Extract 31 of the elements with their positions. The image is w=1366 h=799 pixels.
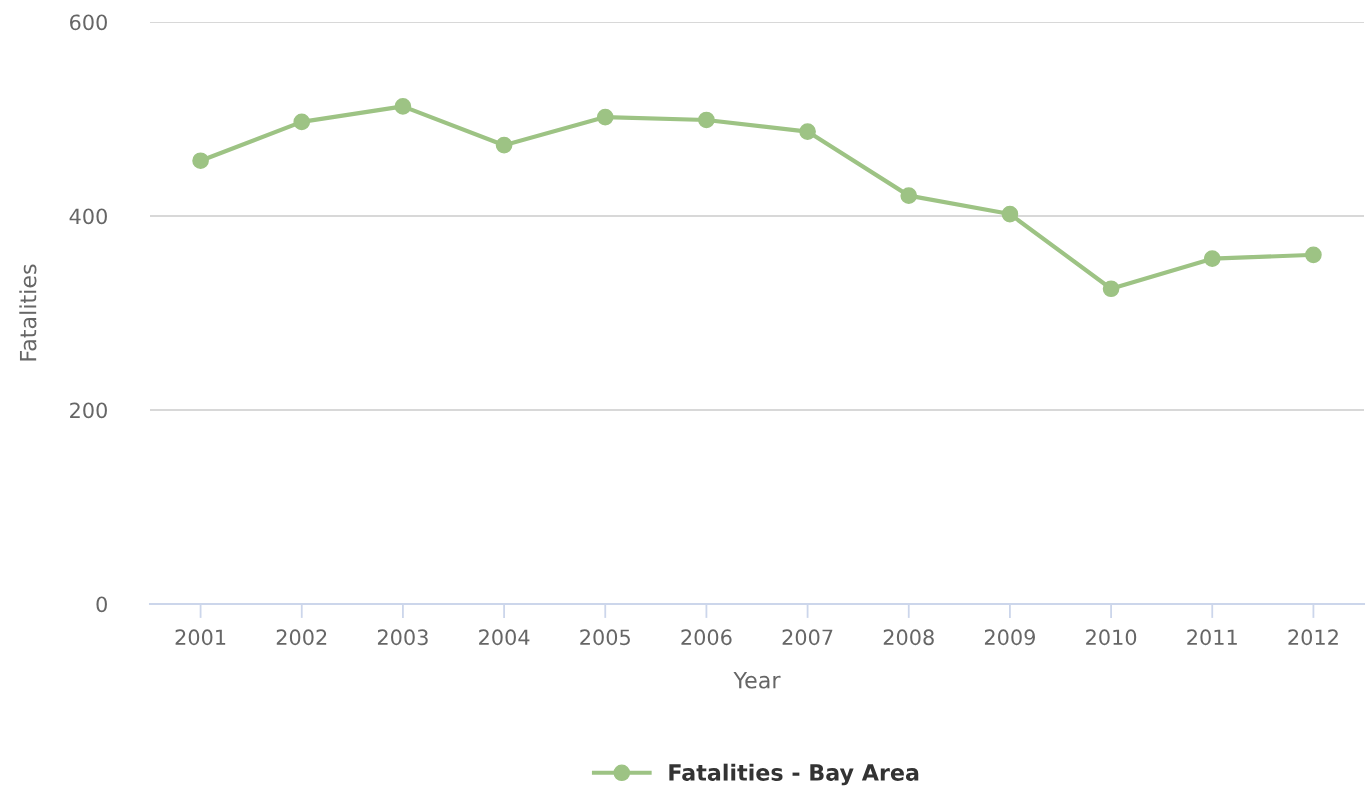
point	[799, 123, 816, 140]
point	[900, 187, 918, 204]
x-tick-label: 2010	[1086, 629, 1137, 646]
point	[1102, 280, 1120, 298]
y-tick-label: 0	[96, 596, 107, 613]
y-tick-label: 600	[70, 14, 107, 31]
x-tick-label: 2011	[1187, 629, 1237, 646]
point	[596, 108, 614, 126]
x-tick-label: 2012	[1288, 629, 1338, 646]
x-tick-label: 2008	[883, 629, 934, 646]
point	[394, 98, 412, 115]
point	[1203, 250, 1221, 268]
x-tick-label: 2005	[580, 629, 630, 646]
y-axis-title: Fatalities	[19, 264, 37, 361]
point	[495, 136, 513, 154]
x-tick-label: 2003	[377, 629, 428, 646]
x-tick-label: 2006	[681, 629, 732, 646]
y-tick-label: 400	[69, 208, 107, 225]
point	[1001, 205, 1019, 223]
x-axis-title: Year	[733, 672, 781, 689]
point	[293, 113, 311, 131]
x-tick-label: 2007	[782, 629, 833, 646]
x-tick-label: 2001	[175, 629, 226, 646]
point	[192, 152, 209, 170]
x-tick-label: 2009	[984, 629, 1035, 646]
point	[698, 111, 715, 129]
point	[1305, 246, 1322, 264]
legend-label: Fatalities - Bay Area	[669, 763, 919, 786]
x-tick-label: 2004	[479, 629, 530, 646]
y-tick-label: 200	[70, 402, 107, 419]
x-tick-label: 2002	[276, 629, 327, 646]
